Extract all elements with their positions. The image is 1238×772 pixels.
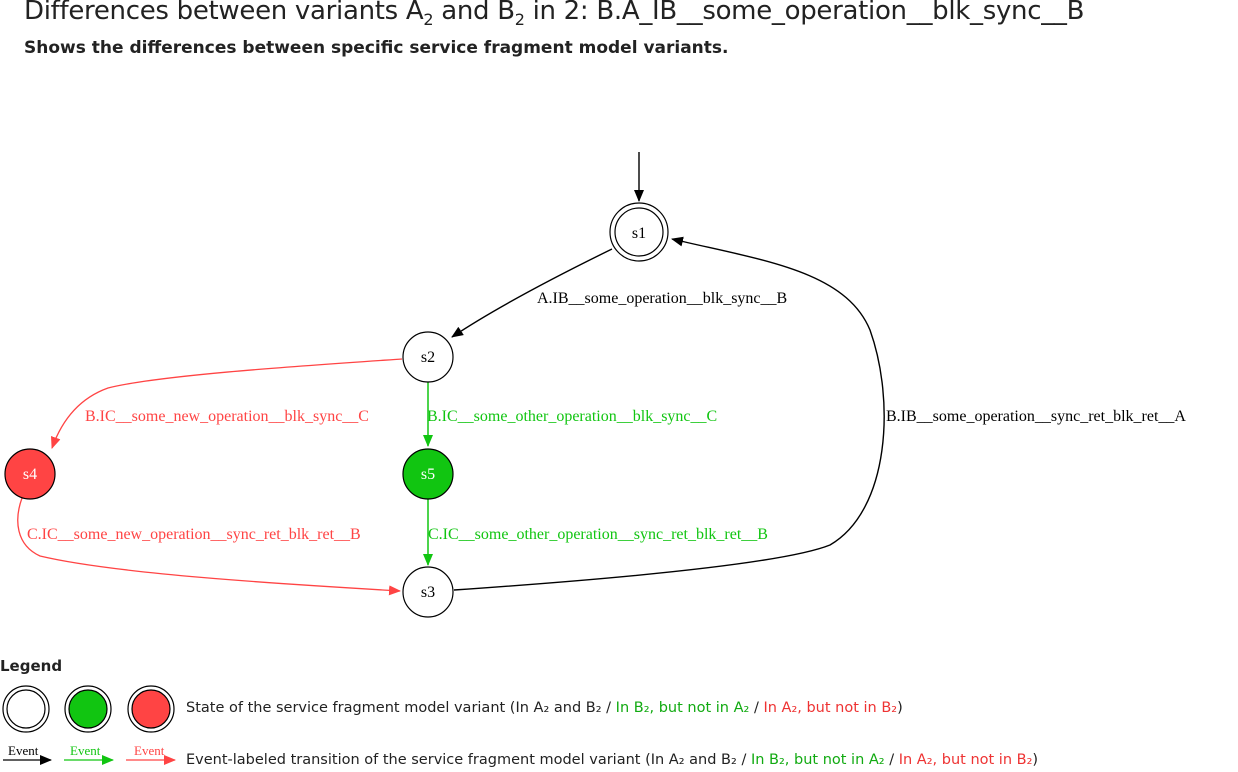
title-sub-b: 2 (514, 10, 525, 30)
label-s2-s5: B.IC__some_other_operation__blk_sync__C (427, 408, 717, 425)
title-mid: and B (433, 0, 515, 26)
legend-state-removed (127, 685, 175, 733)
legend-event-common: Event (3, 743, 52, 765)
state-s3: s3 (402, 566, 454, 618)
label-s4-s3: C.IC__some_new_operation__sync_ret_blk_r… (27, 526, 361, 543)
title-prefix: Differences between variants A (24, 0, 424, 26)
state-s2: s2 (402, 331, 454, 383)
title-sub-a: 2 (423, 10, 434, 30)
page-title: Differences between variants A2 and B2 i… (24, 0, 1084, 29)
edge-s1-s2 (451, 248, 613, 338)
legend-transition-description: Event-labeled transition of the service … (186, 752, 1039, 768)
legend-event-added: Event (64, 743, 114, 765)
legend-state-description: State of the service fragment model vari… (186, 700, 903, 716)
edge-s2-s4 (50, 358, 403, 449)
label-s5-s3: C.IC__some_other_operation__sync_ret_blk… (428, 526, 768, 543)
state-s5-label: s5 (421, 466, 435, 483)
legend-event-common-label: Event (8, 743, 39, 758)
label-s2-s4: B.IC__some_new_operation__blk_sync__C (85, 408, 369, 425)
edge-s3-s1 (453, 236, 885, 591)
page-subtitle: Shows the differences between specific s… (24, 38, 729, 58)
state-s2-label: s2 (421, 349, 435, 366)
legend-title: Legend (0, 657, 63, 675)
legend-event-removed-label: Event (134, 743, 165, 758)
state-s5: s5 (402, 448, 454, 500)
legend-state-added (64, 685, 112, 733)
state-s4-label: s4 (23, 466, 37, 483)
legend-event-added-label: Event (70, 743, 101, 758)
label-s3-s1: B.IB__some_operation__sync_ret_blk_ret__… (886, 408, 1186, 425)
title-suffix: in 2: B.A_IB__some_operation__blk_sync__… (524, 0, 1085, 26)
state-s4: s4 (4, 448, 56, 500)
state-s3-label: s3 (421, 584, 435, 601)
state-s1-label: s1 (632, 225, 646, 242)
legend-event-removed: Event (126, 743, 176, 765)
legend-state-common (2, 685, 50, 733)
label-s1-s2: A.IB__some_operation__blk_sync__B (537, 290, 787, 307)
state-s1: s1 (609, 202, 669, 262)
edge-s4-s3 (17, 497, 401, 596)
